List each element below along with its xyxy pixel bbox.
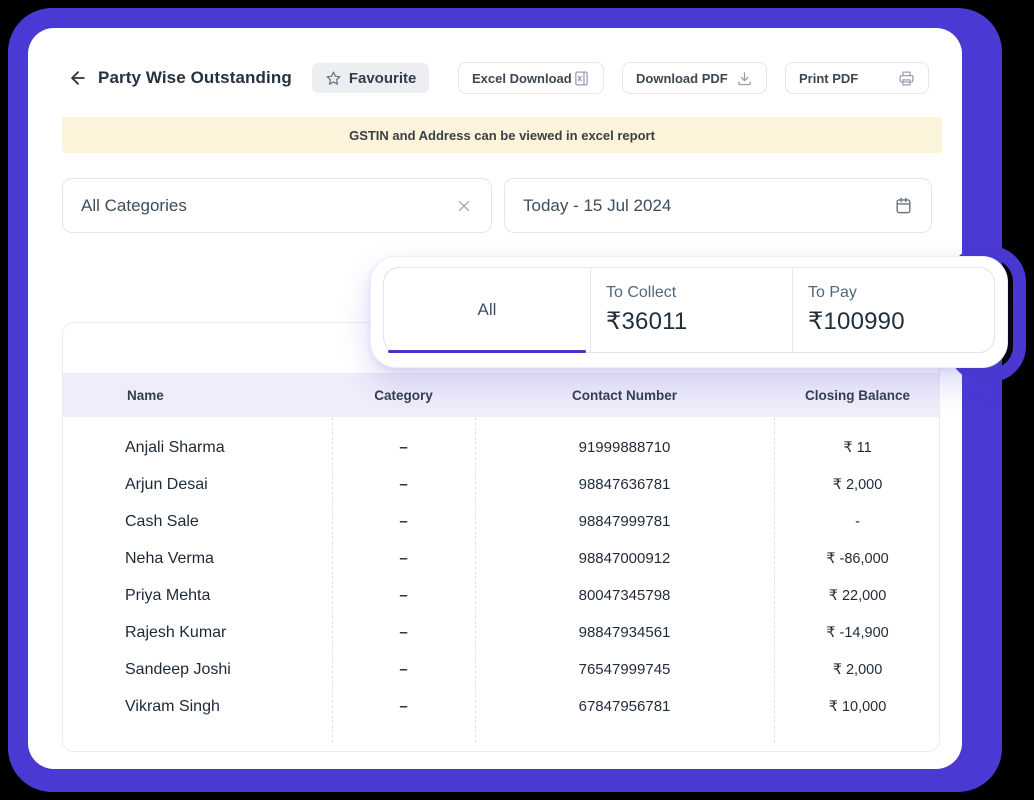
- table-row[interactable]: Neha Verma – 98847000912 ₹ -86,000: [63, 540, 939, 577]
- cell-category: –: [399, 513, 408, 530]
- print-pdf-button[interactable]: Print PDF: [785, 62, 929, 94]
- tab-divider: [590, 268, 591, 352]
- tab-divider: [792, 268, 793, 352]
- table-header-row: Name Category Contact Number Closing Bal…: [63, 373, 939, 417]
- cell-closing-balance: ₹ -14,900: [826, 624, 889, 641]
- category-filter[interactable]: All Categories: [62, 178, 492, 233]
- cell-contact-number: 98847636781: [578, 476, 671, 493]
- cell-closing-balance: -: [855, 513, 860, 530]
- cell-name: Neha Verma: [125, 549, 214, 567]
- column-header-balance: Closing Balance: [804, 387, 911, 403]
- column-header-category: Category: [374, 387, 433, 403]
- tab-all[interactable]: All: [384, 268, 590, 353]
- cell-name: Cash Sale: [125, 512, 199, 530]
- table-row[interactable]: Arjun Desai – 98847636781 ₹ 2,000: [63, 466, 939, 503]
- date-range-value: Today - 15 Jul 2024: [523, 195, 672, 215]
- back-button[interactable]: [66, 66, 90, 90]
- table-row[interactable]: Priya Mehta – 80047345798 ₹ 22,000: [63, 577, 939, 614]
- cell-name: Vikram Singh: [125, 697, 220, 715]
- x-clear-icon[interactable]: [455, 197, 473, 215]
- favourite-label: Favourite: [348, 69, 417, 87]
- report-table-card: Name Category Contact Number Closing Bal…: [62, 322, 940, 752]
- to-pay-label: To Pay: [808, 284, 857, 301]
- table-row[interactable]: Vikram Singh – 67847956781 ₹ 10,000: [63, 688, 939, 725]
- cell-category: –: [399, 476, 408, 493]
- table-body: Anjali Sharma – 91999888710 ₹ 11 Arjun D…: [63, 417, 939, 725]
- category-filter-value: All Categories: [81, 195, 187, 215]
- summary-tabs-card: All To Collect ₹36011 To Pay ₹100990: [370, 256, 1008, 368]
- cell-name: Priya Mehta: [125, 586, 211, 604]
- column-divider: [774, 417, 775, 743]
- table-row[interactable]: Cash Sale – 98847999781 -: [63, 503, 939, 540]
- column-header-contact: Contact Number: [571, 387, 677, 403]
- summary-tabs: All To Collect ₹36011 To Pay ₹100990: [383, 267, 995, 353]
- table-row[interactable]: Anjali Sharma – 91999888710 ₹ 11: [63, 429, 939, 466]
- cell-contact-number: 76547999745: [578, 661, 671, 678]
- table-row[interactable]: Rajesh Kumar – 98847934561 ₹ -14,900: [63, 614, 939, 651]
- column-divider: [475, 417, 476, 743]
- cell-closing-balance: ₹ 10,000: [828, 698, 887, 715]
- cell-contact-number: 80047345798: [578, 587, 671, 604]
- tab-to-collect[interactable]: To Collect ₹36011: [591, 268, 792, 352]
- print-pdf-label: Print PDF: [799, 70, 859, 86]
- cell-closing-balance: ₹ 22,000: [828, 587, 887, 604]
- cell-category: –: [399, 550, 408, 567]
- cell-category: –: [399, 698, 408, 715]
- download-pdf-label: Download PDF: [636, 70, 728, 86]
- cell-contact-number: 91999888710: [578, 439, 671, 456]
- to-collect-value: ₹36011: [606, 308, 688, 335]
- to-collect-label: To Collect: [606, 284, 677, 301]
- action-buttons: Excel Download Download PDF Print PDF: [458, 62, 929, 94]
- filters-row: All Categories Today - 15 Jul 2024: [62, 178, 932, 233]
- cell-category: –: [399, 439, 408, 456]
- column-header-name: Name: [127, 387, 164, 403]
- cell-contact-number: 98847999781: [578, 513, 671, 530]
- cell-closing-balance: ₹ 2,000: [832, 661, 883, 678]
- cell-name: Rajesh Kumar: [125, 623, 227, 641]
- favourite-button[interactable]: Favourite: [311, 63, 430, 93]
- purple-frame: Party Wise Outstanding Favourite Excel D…: [8, 8, 1026, 792]
- cell-category: –: [399, 661, 408, 678]
- cell-name: Anjali Sharma: [125, 438, 225, 456]
- cell-category: –: [399, 624, 408, 641]
- excel-download-button[interactable]: Excel Download: [458, 62, 604, 94]
- info-banner-text: GSTIN and Address can be viewed in excel…: [349, 127, 655, 143]
- arrow-left-icon: [68, 68, 88, 88]
- download-icon: [736, 70, 753, 87]
- star-icon: [325, 70, 342, 87]
- cell-category: –: [399, 587, 408, 604]
- cell-contact-number: 67847956781: [578, 698, 671, 715]
- column-divider: [332, 417, 333, 743]
- tab-all-label: All: [477, 300, 497, 319]
- cell-contact-number: 98847000912: [578, 550, 671, 567]
- cell-name: Arjun Desai: [125, 475, 208, 493]
- cell-name: Sandeep Joshi: [125, 660, 231, 678]
- to-pay-value: ₹100990: [808, 308, 905, 335]
- download-pdf-button[interactable]: Download PDF: [622, 62, 767, 94]
- topbar: Party Wise Outstanding Favourite Excel D…: [28, 62, 962, 94]
- excel-file-icon: [573, 70, 590, 87]
- page-title: Party Wise Outstanding: [98, 68, 292, 87]
- table-row[interactable]: Sandeep Joshi – 76547999745 ₹ 2,000: [63, 651, 939, 688]
- excel-download-label: Excel Download: [472, 70, 572, 86]
- date-range-filter[interactable]: Today - 15 Jul 2024: [504, 178, 932, 233]
- report-page: Party Wise Outstanding Favourite Excel D…: [28, 28, 1026, 769]
- calendar-icon: [894, 196, 913, 215]
- cell-closing-balance: ₹ 2,000: [832, 476, 883, 493]
- cell-closing-balance: ₹ 11: [843, 439, 872, 456]
- tab-to-pay[interactable]: To Pay ₹100990: [793, 268, 994, 352]
- cell-contact-number: 98847934561: [578, 624, 671, 641]
- cell-closing-balance: ₹ -86,000: [826, 550, 889, 567]
- printer-icon: [898, 70, 915, 87]
- active-tab-underline: [388, 350, 586, 353]
- info-banner: GSTIN and Address can be viewed in excel…: [62, 117, 942, 153]
